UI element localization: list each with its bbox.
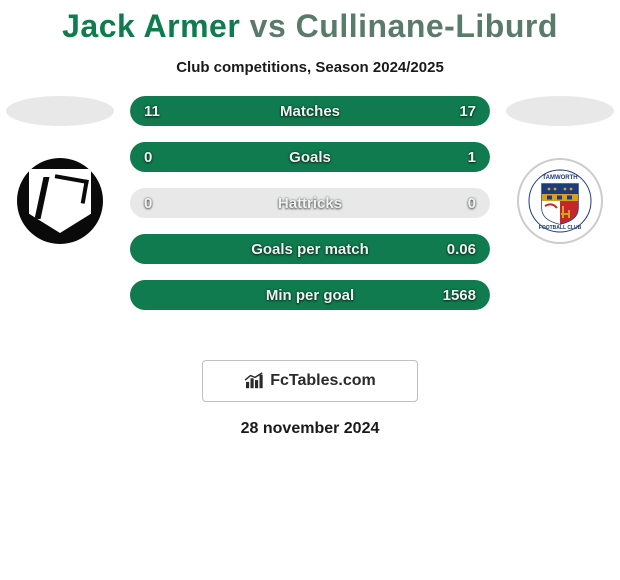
stat-label: Min per goal — [130, 280, 490, 310]
team-left-column — [0, 96, 120, 244]
team-right-crest: TAMWORTH FOOTBALL CLUB — [517, 158, 603, 244]
stat-label: Hattricks — [130, 188, 490, 218]
svg-text:FOOTBALL CLUB: FOOTBALL CLUB — [539, 225, 582, 231]
stat-value-right: 17 — [459, 96, 476, 126]
shield-icon — [29, 169, 91, 233]
stat-label: Matches — [130, 96, 490, 126]
oval-shadow-left — [6, 96, 114, 126]
title-player1: Jack Armer — [62, 8, 240, 44]
stat-row: Matches11 17 — [130, 96, 490, 126]
date-text: 28 november 2024 — [0, 420, 620, 438]
subtitle: Club competitions, Season 2024/2025 — [0, 59, 620, 76]
attribution-text: FcTables.com — [270, 372, 376, 390]
stat-row: Goals per match0.06 — [130, 234, 490, 264]
stat-label: Goals per match — [130, 234, 490, 264]
svg-text:TAMWORTH: TAMWORTH — [542, 175, 577, 181]
stat-bars: Matches1117Goals01Hattricks00Goals per m… — [130, 96, 490, 326]
stat-value-right: 0.06 — [447, 234, 476, 264]
stat-row: Goals0 1 — [130, 142, 490, 172]
team-right-column: TAMWORTH FOOTBALL CLUB — [500, 96, 620, 244]
stat-row: Hattricks0 0 — [130, 188, 490, 218]
stat-label: Goals — [130, 142, 490, 172]
tamworth-crest-icon: TAMWORTH FOOTBALL CLUB — [525, 166, 595, 236]
stat-value-left: 0 — [144, 188, 152, 218]
stat-value-left: 0 — [144, 142, 152, 172]
page-title: Jack Armer vs Cullinane-Liburd — [0, 8, 620, 45]
stat-value-right: 0 — [468, 188, 476, 218]
header: Jack Armer vs Cullinane-Liburd Club comp… — [0, 0, 620, 76]
title-vs: vs — [250, 8, 287, 44]
stat-value-right: 1 — [468, 142, 476, 172]
comparison-stage: TAMWORTH FOOTBALL CLUB Matches1117Goals0… — [0, 96, 620, 356]
stat-row: Min per goal1568 — [130, 280, 490, 310]
bar-chart-icon — [244, 372, 266, 390]
attribution-box[interactable]: FcTables.com — [202, 360, 418, 402]
team-left-crest — [17, 158, 103, 244]
title-player2: Cullinane-Liburd — [296, 8, 558, 44]
oval-shadow-right — [506, 96, 614, 126]
stat-value-right: 1568 — [443, 280, 476, 310]
stat-value-left: 11 — [144, 96, 160, 126]
